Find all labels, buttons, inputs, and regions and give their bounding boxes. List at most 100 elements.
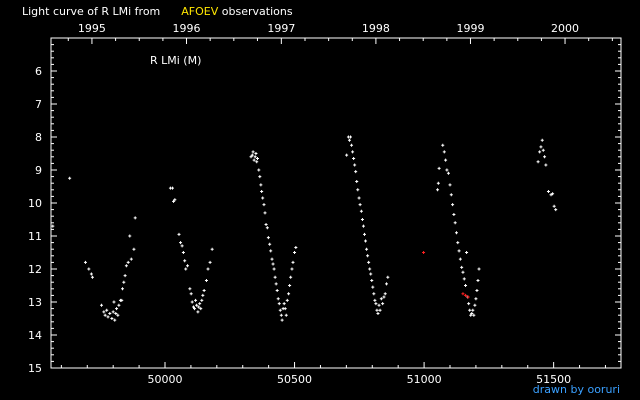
data-point [287, 292, 291, 296]
y-tick-label: 14 [28, 329, 42, 342]
data-point [355, 180, 359, 184]
data-point [259, 183, 263, 187]
data-point [358, 203, 362, 207]
data-point [172, 199, 176, 203]
data-point [448, 183, 452, 187]
data-point [257, 168, 261, 172]
data-point [464, 284, 468, 287]
year-tick-label: 1995 [78, 22, 106, 35]
data-point [371, 285, 375, 289]
data-point [552, 204, 556, 208]
data-point [436, 181, 440, 185]
x-tick-label: 50500 [277, 373, 312, 386]
data-point [112, 300, 116, 304]
y-tick-label: 12 [28, 263, 42, 276]
data-point [204, 279, 208, 283]
data-point [83, 260, 87, 264]
data-point [255, 156, 259, 160]
data-point [471, 308, 475, 312]
data-point [262, 203, 266, 207]
data-point [190, 300, 194, 304]
y-tick-label: 9 [35, 164, 42, 177]
data-point [291, 260, 295, 264]
data-point [114, 312, 118, 316]
data-point [461, 270, 465, 274]
data-point [183, 259, 187, 263]
year-tick-label: 1997 [267, 22, 295, 35]
data-point [374, 302, 378, 306]
data-point [252, 158, 256, 162]
data-point [206, 267, 210, 271]
data-point [265, 226, 269, 230]
data-point [353, 163, 357, 167]
data-point [274, 282, 278, 286]
data-point [102, 310, 106, 314]
data-point [469, 313, 473, 317]
data-point [356, 188, 360, 192]
data-point [250, 153, 254, 157]
data-point [449, 193, 453, 197]
year-tick-label: 1996 [173, 22, 201, 35]
data-point [350, 143, 354, 147]
data-point [541, 148, 545, 152]
data-point [268, 242, 272, 246]
data-point [543, 155, 547, 159]
data-point [108, 312, 112, 316]
data-point [100, 303, 104, 307]
x-tick-label: 51000 [407, 373, 442, 386]
data-point [128, 234, 132, 238]
credit-text: drawn by ooruri [532, 383, 620, 396]
data-point [354, 170, 358, 174]
data-point [458, 257, 462, 261]
data-point [289, 275, 293, 279]
data-point [364, 239, 368, 243]
data-point [193, 307, 197, 311]
data-point [115, 307, 119, 311]
data-point [123, 274, 127, 278]
data-point [379, 297, 383, 301]
data-point [198, 302, 202, 306]
data-point [122, 280, 126, 284]
plot-frame [50, 37, 622, 369]
data-point [462, 277, 466, 281]
data-point [540, 138, 544, 142]
data-point [460, 265, 464, 269]
data-point [472, 313, 476, 317]
data-point [386, 275, 390, 279]
x-tick-label: 50000 [148, 373, 183, 386]
data-point [210, 247, 214, 251]
data-point [124, 264, 128, 268]
data-point [539, 145, 543, 149]
data-point [477, 267, 481, 271]
data-point [194, 298, 198, 302]
y-tick-label: 15 [28, 362, 42, 375]
data-point [441, 143, 445, 147]
data-point [197, 305, 201, 309]
data-point [280, 318, 284, 322]
data-point [288, 284, 292, 287]
data-point [251, 150, 255, 154]
data-point [536, 160, 540, 164]
data-point [254, 152, 258, 155]
data-point [377, 303, 381, 307]
data-point [120, 298, 124, 302]
data-point [90, 275, 94, 279]
data-point [133, 216, 137, 220]
data-point [105, 308, 109, 312]
y-tick-label: 13 [28, 296, 42, 309]
data-point [278, 308, 282, 312]
data-point [375, 308, 379, 312]
data-point [468, 308, 472, 312]
data-point [270, 257, 274, 261]
data-point [116, 313, 120, 317]
data-point [279, 313, 283, 317]
data-point [422, 251, 426, 254]
data-point [381, 302, 385, 306]
data-point [474, 297, 478, 301]
data-point [282, 302, 286, 306]
data-point [272, 267, 276, 271]
data-point [117, 303, 121, 307]
title-source: AFOEV [181, 5, 219, 18]
data-point [383, 292, 387, 296]
